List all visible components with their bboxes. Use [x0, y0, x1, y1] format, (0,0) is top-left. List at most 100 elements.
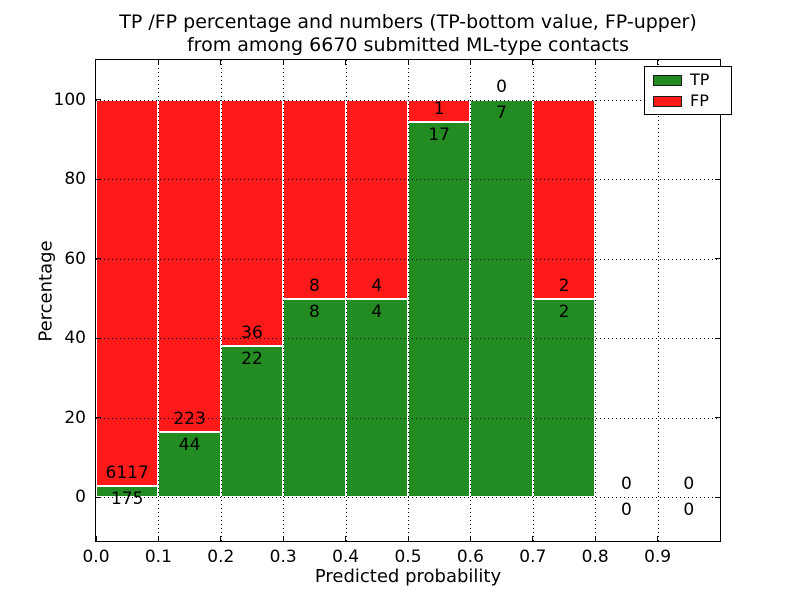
bar-count-label-tp: 44	[178, 434, 201, 455]
tick-mark-right	[715, 258, 720, 260]
tick-mark-top	[469, 60, 471, 65]
gridline-vertical	[345, 60, 347, 541]
bar-segment-tp	[408, 121, 471, 498]
tick-mark-top	[657, 60, 659, 65]
gridline-vertical	[532, 60, 534, 541]
bar-segment-tp	[532, 298, 596, 498]
gridline-vertical	[220, 60, 222, 541]
x-tick-label: 0.9	[644, 547, 672, 567]
tick-mark-right	[715, 337, 720, 339]
x-tick-label: 0.8	[581, 547, 609, 567]
tick-mark-top	[407, 60, 409, 65]
tick-mark-bottom	[657, 536, 659, 541]
tick-mark-bottom	[220, 536, 222, 541]
legend-item: TP	[653, 72, 723, 88]
y-tick-label: 60	[64, 248, 86, 269]
tick-mark-left	[96, 337, 101, 339]
gridline-vertical	[470, 60, 472, 541]
tick-mark-left	[96, 496, 101, 498]
x-tick-label: 0.3	[269, 547, 297, 567]
bar-count-label-tp: 17	[428, 124, 451, 145]
gridline-vertical	[408, 60, 409, 541]
bar-segment-fp	[532, 99, 596, 299]
bar-segment-fp	[96, 99, 159, 487]
tick-mark-right	[715, 496, 720, 498]
bar-count-label-fp: 0	[683, 474, 695, 495]
x-tick-label: 0.2	[207, 547, 235, 567]
tick-mark-bottom	[594, 536, 596, 541]
tick-mark-top	[220, 60, 222, 65]
tick-mark-top	[157, 60, 159, 65]
chart-title: TP /FP percentage and numbers (TP-bottom…	[96, 11, 720, 57]
bar-count-label-fp: 0	[496, 76, 508, 97]
legend: TP FP	[644, 66, 732, 115]
legend-swatch-tp-icon	[653, 74, 682, 86]
tick-mark-bottom	[157, 536, 159, 541]
bar-count-label-fp: 4	[371, 275, 383, 296]
tick-mark-bottom	[469, 536, 471, 541]
bar-segment-fp	[283, 99, 346, 299]
tick-mark-top	[532, 60, 534, 65]
bar-segment-tp	[158, 431, 221, 498]
gridline-vertical	[595, 60, 597, 541]
legend-item: FP	[653, 93, 723, 109]
bar-count-label-fp: 0	[620, 474, 632, 495]
legend-label: FP	[690, 91, 709, 110]
x-tick-label: 0.7	[519, 547, 547, 567]
bar-count-label-fp: 8	[308, 275, 320, 296]
bar-segment-tp	[470, 99, 533, 498]
bar-count-label-tp: 0	[683, 500, 695, 521]
tick-mark-left	[96, 178, 101, 180]
bar-count-label-tp: 8	[308, 301, 320, 322]
bar-segment-tp	[96, 486, 159, 498]
bar-count-label-tp: 22	[241, 349, 263, 370]
bar-count-label-fp: 223	[173, 408, 206, 429]
x-tick-label: 0.1	[144, 547, 172, 567]
tick-mark-left	[96, 99, 101, 101]
tick-mark-bottom	[407, 536, 409, 541]
tick-mark-top	[282, 60, 284, 65]
bar-count-label-tp: 2	[558, 301, 570, 322]
bar-segment-tp	[345, 298, 408, 498]
bar-count-label-fp: 1	[433, 98, 445, 119]
bar-count-label-fp: 36	[241, 323, 263, 344]
x-tick-label: 0.0	[82, 547, 110, 567]
gridline-vertical	[158, 60, 160, 541]
x-tick-label: 0.6	[456, 547, 484, 567]
tick-mark-top	[345, 60, 347, 65]
bar-count-label-tp: 175	[110, 489, 144, 510]
tick-mark-left	[96, 417, 101, 419]
legend-swatch-fp-icon	[653, 95, 682, 107]
y-tick-label: 20	[64, 407, 86, 428]
legend-label: TP	[690, 70, 710, 89]
bar-count-label-fp: 6117	[105, 463, 149, 484]
x-axis-label: Predicted probability	[314, 566, 502, 587]
gridline-vertical	[657, 60, 659, 541]
tick-mark-bottom	[345, 536, 347, 541]
bar-count-label-fp: 2	[558, 275, 570, 296]
gridline-vertical	[283, 60, 285, 541]
bar-count-label-tp: 0	[620, 500, 632, 521]
chart-title-line2: from among 6670 submitted ML-type contac…	[186, 34, 630, 56]
bar-segment-fp	[220, 99, 284, 347]
y-tick-label: 40	[64, 328, 86, 349]
tick-mark-bottom	[96, 536, 97, 541]
y-tick-label: 100	[53, 89, 86, 110]
chart-title-line1: TP /FP percentage and numbers (TP-bottom…	[119, 11, 697, 33]
bar-count-label-tp: 7	[496, 102, 508, 123]
tick-mark-left	[96, 258, 101, 260]
bar-segment-fp	[158, 99, 221, 432]
bar-segment-fp	[345, 99, 408, 299]
tick-mark-top	[594, 60, 596, 65]
x-tick-label: 0.5	[394, 547, 422, 567]
plot-area: TP FP 6117 175 223 44 36 22 8 8 4 4 1 17 0 7 2 2 0 0 0 0	[95, 59, 732, 542]
tick-mark-right	[715, 178, 720, 180]
y-tick-label: 80	[64, 169, 86, 190]
tick-mark-bottom	[532, 536, 534, 541]
tick-mark-right	[715, 417, 720, 419]
tick-mark-bottom	[282, 536, 284, 541]
x-tick-label: 0.4	[332, 547, 360, 567]
bar-segment-tp	[283, 298, 346, 498]
bar-count-label-tp: 4	[371, 301, 383, 322]
